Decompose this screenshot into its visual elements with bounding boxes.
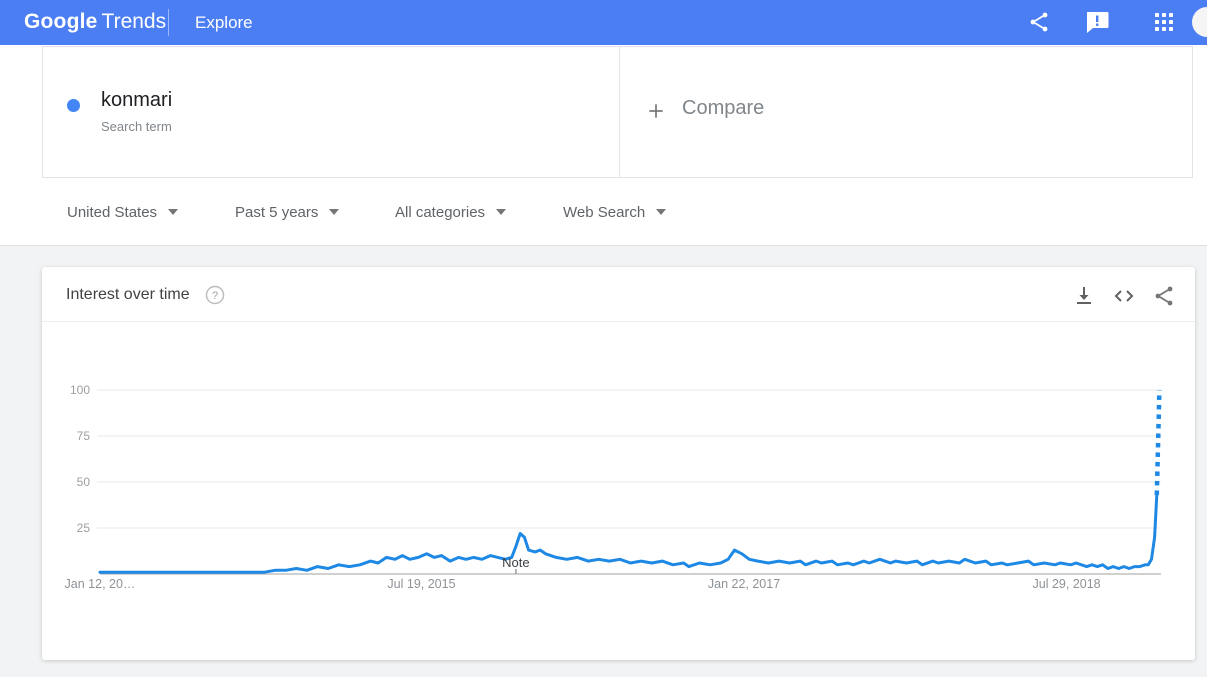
trend-line-partial-data [1154,389,1162,495]
time-filter-dropdown[interactable]: Past 5 years [235,178,340,246]
search-type-filter-dropdown[interactable]: Web Search [563,178,667,246]
plus-icon [649,104,663,118]
chevron-down-icon [496,209,507,215]
time-filter-label: Past 5 years [235,203,319,221]
share-icon[interactable] [1027,10,1051,34]
chevron-down-icon [168,209,179,215]
apps-grid-icon[interactable] [1152,10,1176,34]
series-color-dot [67,99,80,112]
chevron-down-icon [656,209,667,215]
search-type-filter-label: Web Search [563,203,646,221]
search-term-title: konmari [101,89,173,111]
download-icon[interactable] [1072,284,1096,308]
search-term-card[interactable]: konmari Search term [43,47,619,177]
widget-header: Interest over time ? [42,267,1195,322]
trend-line [98,493,1159,574]
geo-filter-dropdown[interactable]: United States [67,178,179,246]
filters-bar: United States Past 5 years All categorie… [0,178,1207,246]
y-axis-label: 100 [70,383,90,397]
y-axis-label: 25 [77,521,91,535]
feedback-icon[interactable] [1085,10,1109,34]
embed-icon[interactable] [1112,284,1136,308]
x-axis-label: Jul 19, 2015 [387,577,455,591]
y-axis-label: 75 [77,429,91,443]
compare-label: Compare [682,97,765,119]
x-axis-label: Jan 12, 20… [65,577,136,591]
search-term-type: Search term [101,119,172,134]
logo-google: Google [24,10,98,33]
svg-text:?: ? [212,290,218,302]
chevron-down-icon [329,209,340,215]
note-annotation[interactable]: Note [502,555,529,570]
top-app-bar: Google Trends Explore [0,0,1207,45]
help-icon[interactable]: ? [204,284,226,306]
add-comparison-card[interactable]: Compare [619,47,1192,177]
google-trends-logo[interactable]: Google Trends [24,10,166,34]
x-axis-label: Jul 29, 2018 [1033,577,1101,591]
interest-over-time-chart[interactable]: 25 50 75 100 Jan 12, 20… Jul 19, 2015 Jan 22, … [42,322,1195,660]
category-filter-label: All categories [395,203,486,221]
interest-over-time-card: Interest over time ? 25 50 75 100 Jan 12, 20… [42,267,1195,660]
search-terms-row: konmari Search term Compare [42,46,1193,178]
geo-filter-label: United States [67,203,158,221]
account-avatar[interactable] [1192,7,1207,37]
nav-explore[interactable]: Explore [195,13,253,32]
topbar-divider [168,9,169,36]
logo-trends: Trends [101,10,167,33]
y-axis-label: 50 [77,475,91,489]
share-icon[interactable] [1152,284,1176,308]
widget-title: Interest over time [66,286,190,303]
x-axis-label: Jan 22, 2017 [708,577,780,591]
category-filter-dropdown[interactable]: All categories [395,178,507,246]
